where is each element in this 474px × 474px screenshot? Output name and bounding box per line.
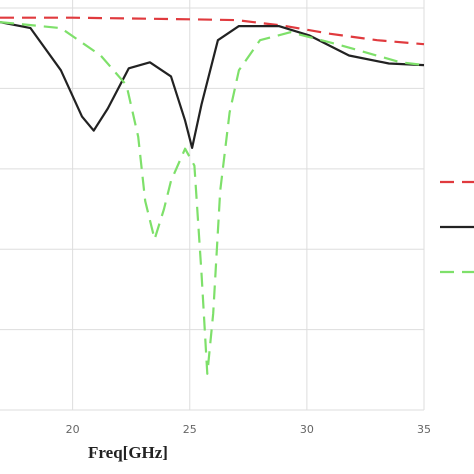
x-tick-label: 35: [417, 423, 431, 436]
x-tick-label: 30: [300, 423, 314, 436]
series-line: [0, 21, 425, 149]
x-tick-label: 20: [66, 423, 80, 436]
series-line: [0, 16, 425, 46]
series-line: [0, 21, 425, 375]
x-tick-label: 25: [183, 423, 197, 436]
x-axis-label: Freq[GHz]: [88, 443, 168, 462]
